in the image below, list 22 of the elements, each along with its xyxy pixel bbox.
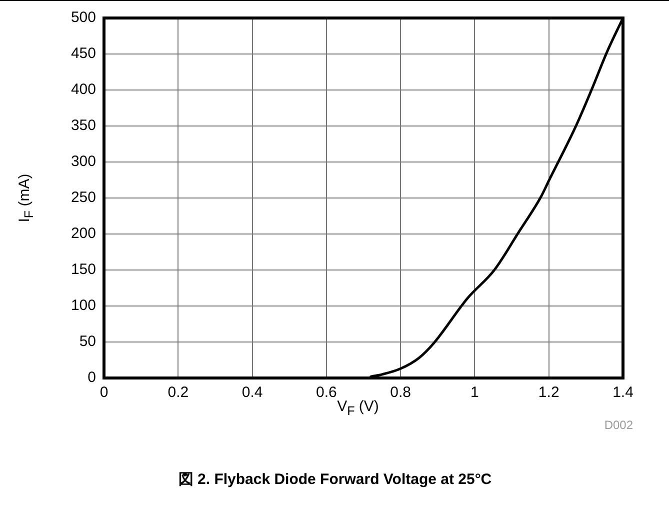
y-tick-label: 350 [70, 117, 96, 134]
y-tick-label: 50 [79, 333, 96, 350]
text: 図 2. Flyback Diode Forward Voltage at 25°C [178, 470, 492, 489]
y-tick-label: 300 [70, 153, 96, 170]
y-tick-label: 100 [70, 297, 96, 314]
x-tick-label: 1.2 [538, 384, 560, 402]
y-tick-label: 0 [88, 369, 96, 386]
y-tick-label: 150 [70, 261, 96, 278]
x-tick-label: 1 [470, 384, 479, 402]
x-tick-label: 0.6 [316, 384, 337, 402]
x-axis-title: V$_{F}$ (V) [337, 398, 379, 418]
y-tick-label: 500 [70, 9, 96, 26]
x-tick-label: 0.8 [390, 384, 411, 402]
x-tick-label: 1.4 [612, 384, 634, 402]
y-tick-label: 400 [70, 81, 96, 98]
y-tick-label: 250 [70, 189, 96, 206]
x-tick-label: 0.2 [168, 384, 189, 402]
y-tick-label: 450 [70, 45, 96, 62]
y-tick-label: 200 [70, 225, 96, 242]
x-tick-label: 0.4 [242, 384, 263, 402]
text: D002 [604, 418, 633, 432]
x-tick-label: 0 [100, 384, 108, 402]
